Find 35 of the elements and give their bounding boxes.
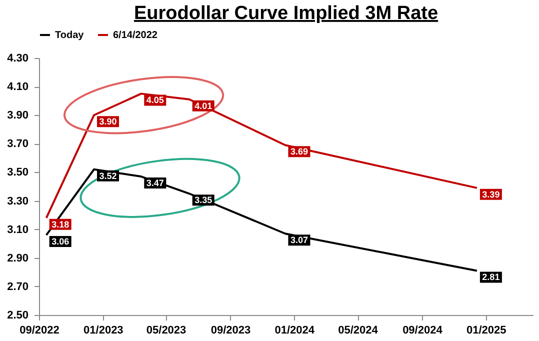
- legend-label: Today: [55, 30, 84, 41]
- x-tick-label: 09/2023: [210, 324, 251, 336]
- y-tick-label: 3.70: [7, 138, 28, 150]
- data-label: 4.01: [194, 100, 212, 111]
- x-tick-label: 09/2024: [402, 324, 444, 336]
- y-tick-label: 4.10: [7, 81, 28, 94]
- x-tick-label: 09/2022: [20, 324, 60, 336]
- data-label: 3.07: [290, 235, 308, 246]
- data-label: 4.05: [146, 95, 164, 106]
- y-tick-label: 2.70: [7, 280, 28, 293]
- x-tick-label: 01/2025: [466, 324, 506, 336]
- x-tick-label: 01/2023: [84, 324, 124, 336]
- line-series: [45, 92, 478, 219]
- data-label: 2.81: [482, 272, 500, 282]
- y-tick-label: 3.10: [7, 224, 28, 236]
- y-tick-label: 3.30: [7, 195, 28, 208]
- data-label: 3.47: [146, 178, 164, 188]
- data-label: 3.90: [99, 116, 117, 127]
- data-label: 3.35: [194, 195, 212, 206]
- y-tick-label: 3.90: [7, 110, 28, 122]
- data-label: 3.18: [52, 219, 70, 230]
- chart-title: Eurodollar Curve Implied 3M Rate: [134, 3, 438, 24]
- x-tick-label: 05/2024: [338, 324, 379, 336]
- data-label: 3.06: [52, 236, 70, 247]
- x-tick-label: 01/2024: [274, 324, 316, 336]
- x-tick-label: 05/2023: [146, 324, 186, 336]
- line-series: [45, 168, 478, 272]
- y-tick-label: 2.90: [7, 252, 28, 264]
- data-label: 3.69: [290, 146, 308, 157]
- legend-label: 6/14/2022: [113, 30, 158, 41]
- y-tick-label: 3.50: [7, 166, 28, 179]
- data-label: 3.39: [482, 189, 500, 200]
- y-tick-label: 4.30: [7, 52, 28, 64]
- data-label: 3.52: [99, 170, 117, 181]
- y-tick-label: 2.50: [7, 310, 28, 322]
